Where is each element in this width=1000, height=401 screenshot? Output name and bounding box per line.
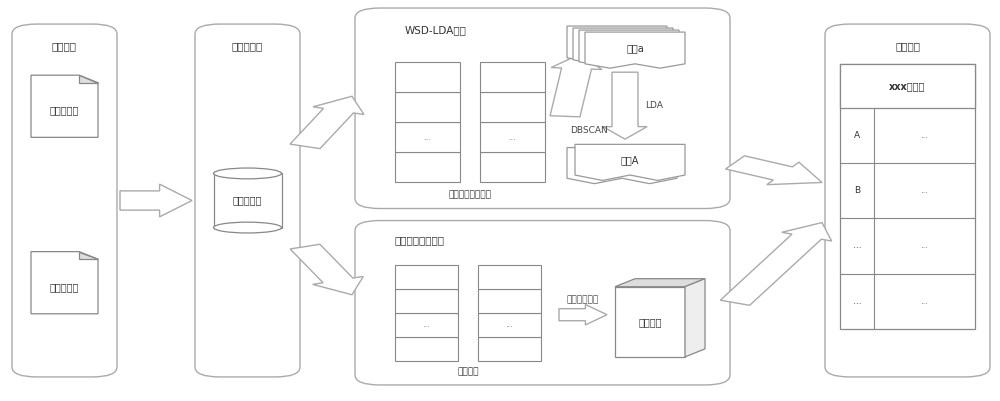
Bar [480, 152, 545, 182]
Text: 题目数据集: 题目数据集 [50, 105, 79, 115]
Text: ...: ... [423, 320, 430, 329]
Text: ...: ... [920, 131, 928, 140]
Text: B: B [854, 186, 860, 195]
Polygon shape [726, 156, 822, 185]
FancyBboxPatch shape [355, 8, 730, 209]
FancyBboxPatch shape [825, 24, 990, 377]
Text: ...: ... [920, 186, 928, 195]
Text: 大类A: 大类A [621, 156, 639, 165]
Text: 待分类题目: 待分类题目 [50, 282, 79, 292]
Bar [395, 265, 458, 289]
Text: xxx知识点: xxx知识点 [889, 81, 926, 91]
Text: 独热向量: 独热向量 [457, 367, 479, 376]
Text: 输入模块: 输入模块 [52, 41, 77, 51]
Polygon shape [290, 244, 363, 295]
Text: 分组模块: 分组模块 [895, 41, 920, 51]
Text: 分类模型: 分类模型 [638, 317, 662, 327]
Bar [395, 152, 460, 182]
Bar [395, 313, 458, 337]
Text: 题目词语集: 题目词语集 [233, 196, 262, 205]
Text: 预处理模块: 预处理模块 [232, 41, 263, 51]
Bar [840, 64, 975, 329]
Polygon shape [720, 223, 832, 305]
Polygon shape [603, 72, 647, 139]
Text: ...: ... [853, 241, 861, 251]
Polygon shape [79, 252, 98, 259]
Bar [480, 92, 545, 122]
Text: A: A [854, 131, 860, 140]
Text: ...: ... [853, 297, 861, 306]
Polygon shape [615, 279, 705, 287]
Text: 独热随机森林模块: 独热随机森林模块 [395, 235, 445, 245]
Bar [615, 287, 685, 357]
Bar [478, 265, 541, 289]
Polygon shape [120, 184, 192, 217]
Polygon shape [31, 75, 98, 138]
Ellipse shape [214, 168, 282, 179]
Polygon shape [585, 32, 685, 68]
Ellipse shape [214, 222, 282, 233]
Polygon shape [31, 252, 98, 314]
Bar [840, 64, 975, 108]
Text: 小类a: 小类a [626, 43, 644, 53]
Polygon shape [559, 304, 607, 325]
Polygon shape [567, 26, 667, 62]
Bar [395, 122, 460, 152]
Text: ...: ... [920, 297, 928, 306]
Text: WSD-LDA模块: WSD-LDA模块 [405, 25, 467, 35]
Polygon shape [550, 54, 602, 117]
Text: 平滑权重的句向量: 平滑权重的句向量 [448, 190, 492, 199]
Text: ...: ... [509, 133, 516, 142]
Polygon shape [575, 144, 685, 180]
Polygon shape [685, 279, 705, 357]
Bar [478, 289, 541, 313]
Polygon shape [573, 28, 673, 64]
Bar [478, 337, 541, 361]
Bar [395, 92, 460, 122]
FancyBboxPatch shape [195, 24, 300, 377]
Bar [395, 62, 460, 92]
Bar [395, 337, 458, 361]
Text: ...: ... [424, 133, 431, 142]
Text: ...: ... [506, 320, 513, 329]
Bar [480, 62, 545, 92]
Text: ...: ... [920, 241, 928, 251]
Text: 随机森林训练: 随机森林训练 [567, 296, 599, 305]
Polygon shape [579, 30, 679, 66]
Bar [478, 313, 541, 337]
Bar [480, 122, 545, 152]
Polygon shape [79, 75, 98, 83]
Polygon shape [567, 148, 677, 184]
Polygon shape [290, 96, 364, 149]
FancyBboxPatch shape [355, 221, 730, 385]
Bar [395, 289, 458, 313]
Text: DBSCAN: DBSCAN [570, 126, 608, 135]
FancyBboxPatch shape [12, 24, 117, 377]
Text: LDA: LDA [645, 101, 663, 110]
Bar [214, 173, 282, 228]
